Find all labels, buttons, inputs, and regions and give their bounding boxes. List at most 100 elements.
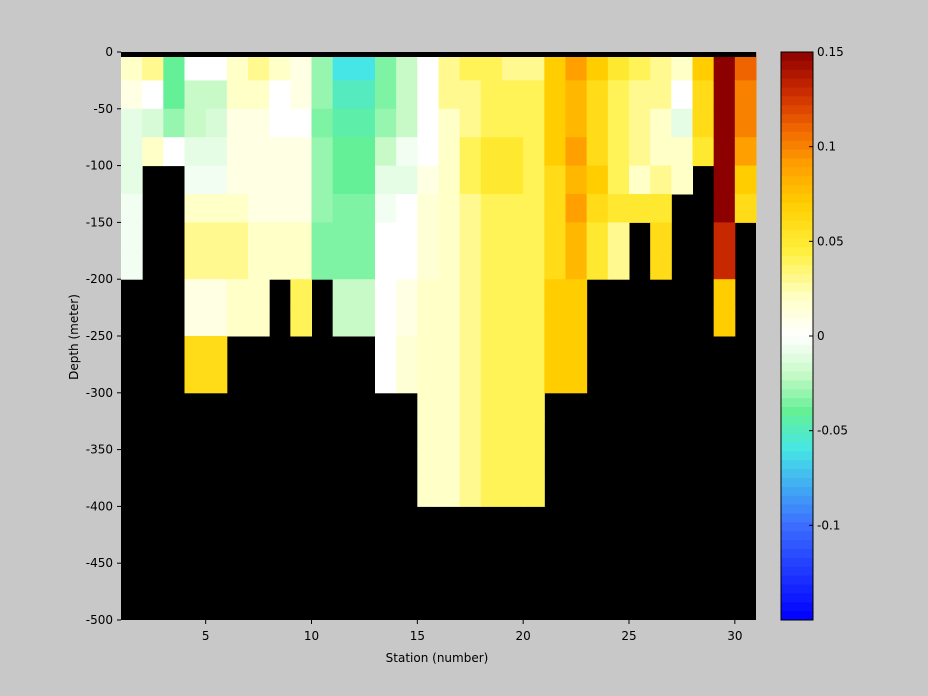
heatmap-cell	[734, 80, 757, 110]
heatmap-cell	[290, 307, 312, 337]
colorbar-segment	[781, 309, 813, 319]
heatmap-cell	[544, 250, 566, 280]
heatmap-cell	[375, 108, 397, 138]
heatmap-cell	[121, 52, 143, 81]
colorbar-segment	[781, 469, 813, 479]
heatmap-cell	[629, 80, 651, 110]
heatmap-cell	[396, 279, 418, 309]
colorbar-segment	[781, 513, 813, 523]
heatmap-cell	[205, 364, 228, 394]
colorbar-segment	[781, 202, 813, 213]
heatmap-cell	[121, 194, 143, 223]
heatmap-cell	[353, 80, 376, 110]
heatmap-cell	[290, 108, 312, 138]
heatmap-cell	[353, 194, 376, 223]
heatmap-cell	[607, 108, 630, 138]
heatmap-cell	[544, 165, 566, 195]
heatmap-cell	[396, 108, 418, 138]
colorbar-tick-label: 0	[817, 329, 825, 343]
heatmap-cell	[417, 52, 439, 81]
heatmap-cell	[375, 137, 397, 167]
heatmap-cell	[480, 137, 503, 167]
colorbar-segment	[781, 460, 813, 470]
colorbar-segment	[781, 442, 813, 452]
heatmap-cell	[586, 222, 609, 252]
heatmap-cell	[523, 80, 545, 110]
heatmap-cell	[671, 137, 693, 167]
colorbar-segment	[781, 602, 813, 612]
heatmap-cell	[565, 250, 588, 280]
heatmap-cell	[375, 336, 397, 365]
colorbar-segment	[781, 327, 813, 337]
heatmap-cell	[205, 137, 228, 167]
heatmap-cell	[544, 279, 566, 309]
heatmap-cell	[459, 336, 482, 365]
heatmap-cell	[311, 80, 334, 110]
heatmap-cell	[290, 194, 312, 223]
heatmap-cell	[692, 80, 715, 110]
colorbar-segment	[781, 238, 813, 248]
heatmap-cell	[226, 52, 249, 81]
colorbar-segment	[781, 575, 813, 585]
colorbar-tick-label: -0.1	[817, 518, 840, 532]
heatmap-cell	[248, 279, 270, 309]
heatmap-cell	[713, 222, 736, 252]
heatmap-cell	[438, 449, 461, 479]
heatmap-cell	[396, 80, 418, 110]
heatmap-cell	[290, 279, 312, 309]
heatmap-cell	[607, 52, 630, 81]
heatmap-cell	[121, 80, 143, 110]
heatmap-cell	[480, 421, 503, 451]
heatmap-cell	[290, 80, 312, 110]
y-axis-label: Depth (meter)	[67, 294, 81, 380]
heatmap-cell	[311, 194, 334, 223]
colorbar-segment	[781, 344, 813, 355]
heatmap-cell	[269, 250, 291, 280]
heatmap-cell	[226, 80, 249, 110]
colorbar-segment	[781, 265, 813, 275]
heatmap-cell	[671, 108, 693, 138]
colorbar-segment	[781, 549, 813, 559]
colorbar-segment	[781, 52, 813, 62]
heatmap-cell	[269, 80, 291, 110]
heatmap-cell	[438, 137, 461, 167]
heatmap-cell	[671, 80, 693, 110]
heatmap-cell	[523, 392, 545, 422]
heatmap-cell	[353, 52, 376, 81]
colorbar-segment	[781, 380, 813, 390]
colorbar-axis: 0.15 0.1 0.05 0 -0.05 -0.1	[809, 45, 848, 532]
heatmap-cell	[459, 421, 482, 451]
y-tick-label: -250	[86, 329, 113, 343]
heatmap-cell	[311, 165, 334, 195]
heatmap-cell	[734, 165, 757, 195]
heatmap-cell	[629, 194, 651, 223]
heatmap-cell	[248, 194, 270, 223]
heatmap-cell	[248, 307, 270, 337]
heatmap-cell	[417, 364, 439, 394]
colorbar-segment	[781, 353, 813, 364]
colorbar-segment	[781, 256, 813, 266]
y-tick-label: -100	[86, 159, 113, 173]
colorbar-segment	[781, 123, 813, 133]
heatmap-cell	[629, 52, 651, 81]
heatmap-cell	[459, 478, 482, 507]
heatmap-cell	[607, 194, 630, 223]
y-tick-label: -400	[86, 499, 113, 513]
heatmap-cell	[565, 108, 588, 138]
colorbar-tick-label: 0.05	[817, 234, 844, 248]
heatmap-cell	[353, 108, 376, 138]
heatmap-cell	[269, 165, 291, 195]
heatmap-cell	[650, 222, 672, 252]
y-tick-label: -350	[86, 443, 113, 457]
heatmap-cell	[459, 108, 482, 138]
y-tick-label: -200	[86, 272, 113, 286]
colorbar-segment	[781, 273, 813, 284]
heatmap-cell	[734, 108, 757, 138]
heatmap-cell	[417, 307, 439, 337]
heatmap-cell	[205, 222, 228, 252]
heatmap-cell	[586, 52, 609, 81]
heatmap-cell	[163, 80, 185, 110]
heatmap-cell	[226, 307, 249, 337]
heatmap-cell	[480, 80, 503, 110]
heatmap-cell	[226, 250, 249, 280]
